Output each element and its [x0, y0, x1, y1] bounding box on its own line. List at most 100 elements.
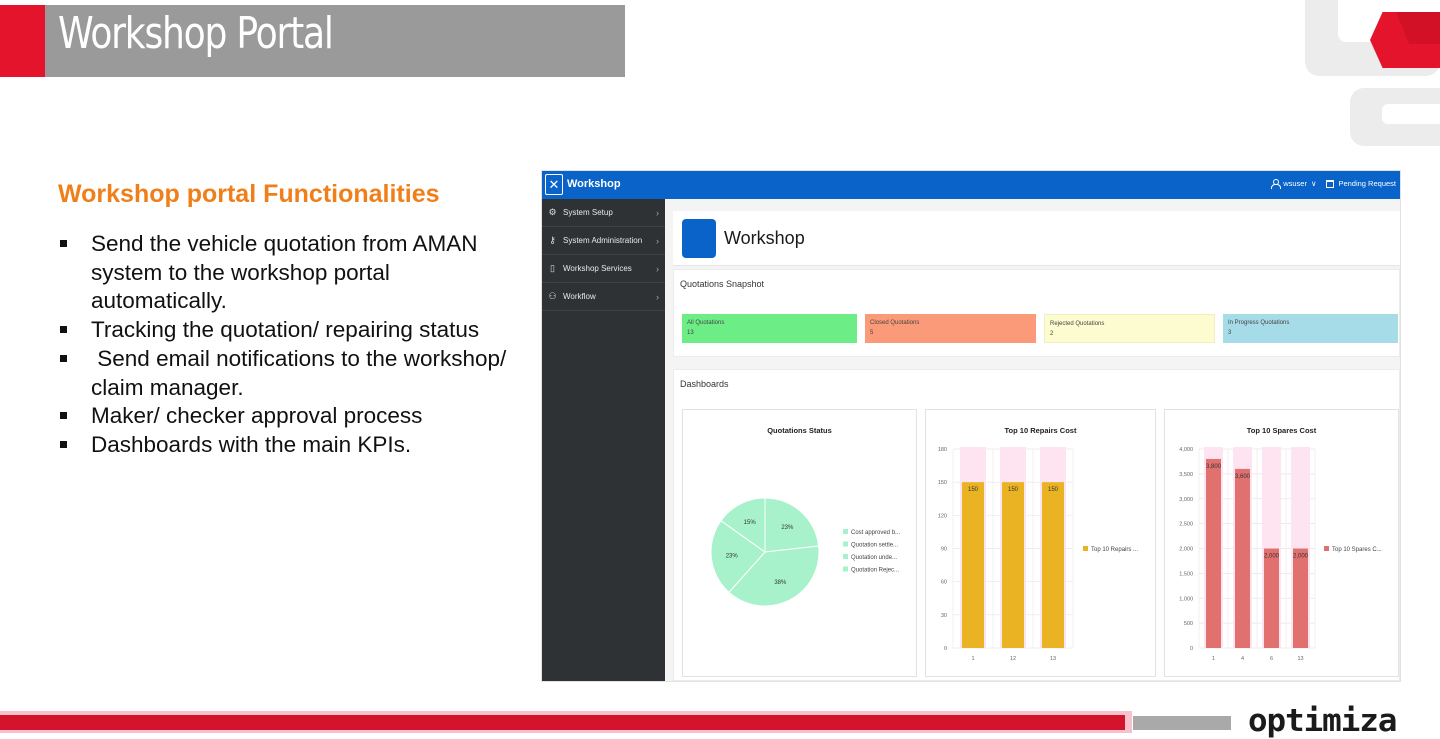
legend-swatch	[843, 554, 848, 559]
sidebar: ⚙ System Setup › ⚷ System Administration…	[542, 199, 665, 681]
legend-swatch	[1324, 546, 1329, 551]
y-tick-label: 150	[938, 480, 947, 486]
corner-shape	[1382, 104, 1440, 124]
chevron-right-icon: ›	[656, 236, 659, 246]
header-actions: wsuser ∨ Pending Request	[1271, 179, 1396, 189]
y-tick-label: 1,500	[1179, 571, 1193, 577]
sidebar-item-system-setup[interactable]: ⚙ System Setup ›	[542, 199, 665, 227]
bar	[1293, 548, 1308, 648]
x-tick-label: 1	[1212, 656, 1215, 662]
card-all-quotations[interactable]: All Quotations 13	[682, 314, 857, 343]
user-key-icon: ⚷	[549, 235, 556, 245]
bar	[1002, 482, 1024, 648]
optimiza-logo: optimiza	[1248, 703, 1397, 739]
card-in-progress-quotations[interactable]: In Progress Quotations 3	[1223, 314, 1398, 343]
pie-slice	[764, 497, 820, 553]
card-value: 5	[870, 330, 874, 336]
pie-chart-svg: 23% 38% 23% 15% Cost approved b... Quotation …	[710, 497, 900, 607]
main-content: Workshop Quotations Snapshot All Quotati…	[665, 199, 1400, 681]
legend-swatch	[843, 541, 848, 547]
sidebar-item-label: System Setup	[563, 208, 613, 217]
title-bar	[45, 5, 625, 77]
x-tick-label: 13	[1050, 656, 1056, 662]
legend-swatch	[843, 566, 848, 572]
chevron-right-icon: ›	[656, 208, 659, 218]
region-title: Quotations Snapshot	[680, 279, 765, 289]
app-name[interactable]: Workshop	[567, 178, 621, 190]
pie-slice	[720, 497, 766, 553]
bar-value-label: 150	[968, 487, 979, 493]
close-menu-icon[interactable]: ✕	[545, 174, 563, 195]
gear-icon: ⚙	[548, 207, 557, 217]
bar	[962, 482, 984, 648]
bullet-text: Send the vehicle quotation from AMAN sys…	[91, 231, 478, 314]
chevron-down-icon[interactable]: ∨	[1310, 179, 1317, 188]
y-tick-label: 500	[1184, 621, 1193, 627]
document-icon: ▯	[550, 263, 555, 273]
y-tick-label: 2,500	[1179, 522, 1193, 528]
bar-value-label: 3,600	[1235, 474, 1251, 480]
bullet-item: Dashboards with the main KPIs.	[58, 431, 523, 460]
chart-title: Quotations Status	[767, 426, 832, 435]
legend-entry: Quotation settle...	[851, 543, 898, 549]
user-icon[interactable]	[1271, 179, 1282, 189]
card-label: Closed Quotations	[870, 320, 920, 326]
y-tick-label: 0	[944, 646, 947, 652]
y-tick-label: 60	[941, 580, 947, 586]
legend-entry: Top 10 Repairs ...	[1091, 547, 1138, 553]
sidebar-item-workflow[interactable]: ⚇ Workflow ›	[542, 283, 665, 311]
x-tick-label: 1	[971, 656, 974, 662]
pie-value-label: 23%	[781, 525, 794, 531]
bar	[1042, 482, 1064, 648]
x-tick-label: 12	[1010, 656, 1016, 662]
legend-entry: Top 10 Spares C...	[1332, 547, 1382, 553]
card-label: All Quotations	[687, 320, 725, 326]
bar-value-label: 150	[1048, 487, 1059, 493]
bar-value-label: 2,000	[1264, 554, 1280, 560]
card-value: 3	[1228, 330, 1232, 336]
y-tick-label: 1,000	[1179, 596, 1193, 602]
quotations-snapshot-region: Quotations Snapshot All Quotations 13 Cl…	[673, 269, 1400, 357]
pie-slice	[710, 519, 766, 593]
card-closed-quotations[interactable]: Closed Quotations 5	[865, 314, 1036, 343]
chevron-right-icon: ›	[656, 292, 659, 302]
bullet-item: Maker/ checker approval process	[58, 402, 523, 431]
sidebar-item-system-administration[interactable]: ⚷ System Administration ›	[542, 227, 665, 255]
y-tick-label: 120	[938, 513, 947, 519]
chevron-right-icon: ›	[656, 264, 659, 274]
sidebar-item-label: Workshop Services	[563, 264, 632, 273]
chart-title: Top 10 Spares Cost	[1246, 426, 1317, 435]
bar-value-label: 2,000	[1293, 554, 1309, 560]
bullet-text: Maker/ checker approval process	[91, 403, 423, 429]
y-tick-label: 3,500	[1179, 472, 1193, 478]
title-accent-bar	[0, 5, 45, 77]
card-rejected-quotations[interactable]: Rejected Quotations 2	[1044, 314, 1215, 343]
x-tick-label: 6	[1270, 656, 1273, 662]
page-icon	[682, 219, 716, 258]
y-tick-label: 90	[941, 547, 947, 553]
chart-title: Top 10 Repairs Cost	[1004, 426, 1077, 435]
functionalities-list: Send the vehicle quotation from AMAN sys…	[58, 230, 523, 460]
dashboards-region: Dashboards Quotations Status 23% 38% 23% 15…	[673, 369, 1400, 681]
card-value: 2	[1050, 331, 1054, 337]
legend-swatch	[1083, 546, 1088, 551]
bullet-text: Send email notifications to the workshop…	[91, 345, 513, 400]
footer-grey-bar	[1133, 716, 1231, 730]
calendar-icon[interactable]	[1326, 179, 1335, 188]
sidebar-item-label: System Administration	[563, 236, 643, 245]
pending-request-link[interactable]: Pending Request	[1338, 179, 1396, 188]
y-tick-label: 4,000	[1179, 447, 1193, 453]
legend-entry: Cost approved b...	[851, 530, 900, 536]
user-menu-button[interactable]: wsuser	[1283, 179, 1307, 188]
bar-chart-svg: 0 30 60 90 120 150 180 150 1 150 12 150 13 Top 10 Rep…	[938, 447, 1138, 662]
bar	[1235, 468, 1250, 648]
y-tick-label: 180	[938, 447, 947, 453]
x-tick-label: 4	[1241, 656, 1244, 662]
pie-value-label: 15%	[744, 520, 757, 526]
slide-title: Workshop Portal	[58, 8, 334, 59]
y-tick-label: 2,000	[1179, 547, 1193, 553]
card-label: Rejected Quotations	[1050, 321, 1105, 327]
sidebar-item-workshop-services[interactable]: ▯ Workshop Services ›	[542, 255, 665, 283]
card-label: In Progress Quotations	[1228, 320, 1290, 326]
